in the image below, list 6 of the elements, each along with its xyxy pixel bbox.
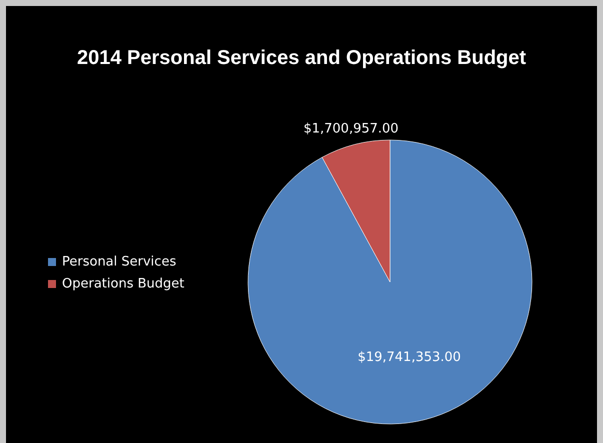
- data-label: $19,741,353.00: [358, 350, 461, 366]
- data-label: $1,700,957.00: [303, 121, 399, 136]
- legend-label: Personal Services: [62, 254, 176, 270]
- chart-title: 2014 Personal Services and Operations Budget: [76, 47, 526, 69]
- pie-slice: [248, 140, 532, 424]
- legend-label: Operations Budget: [62, 276, 184, 292]
